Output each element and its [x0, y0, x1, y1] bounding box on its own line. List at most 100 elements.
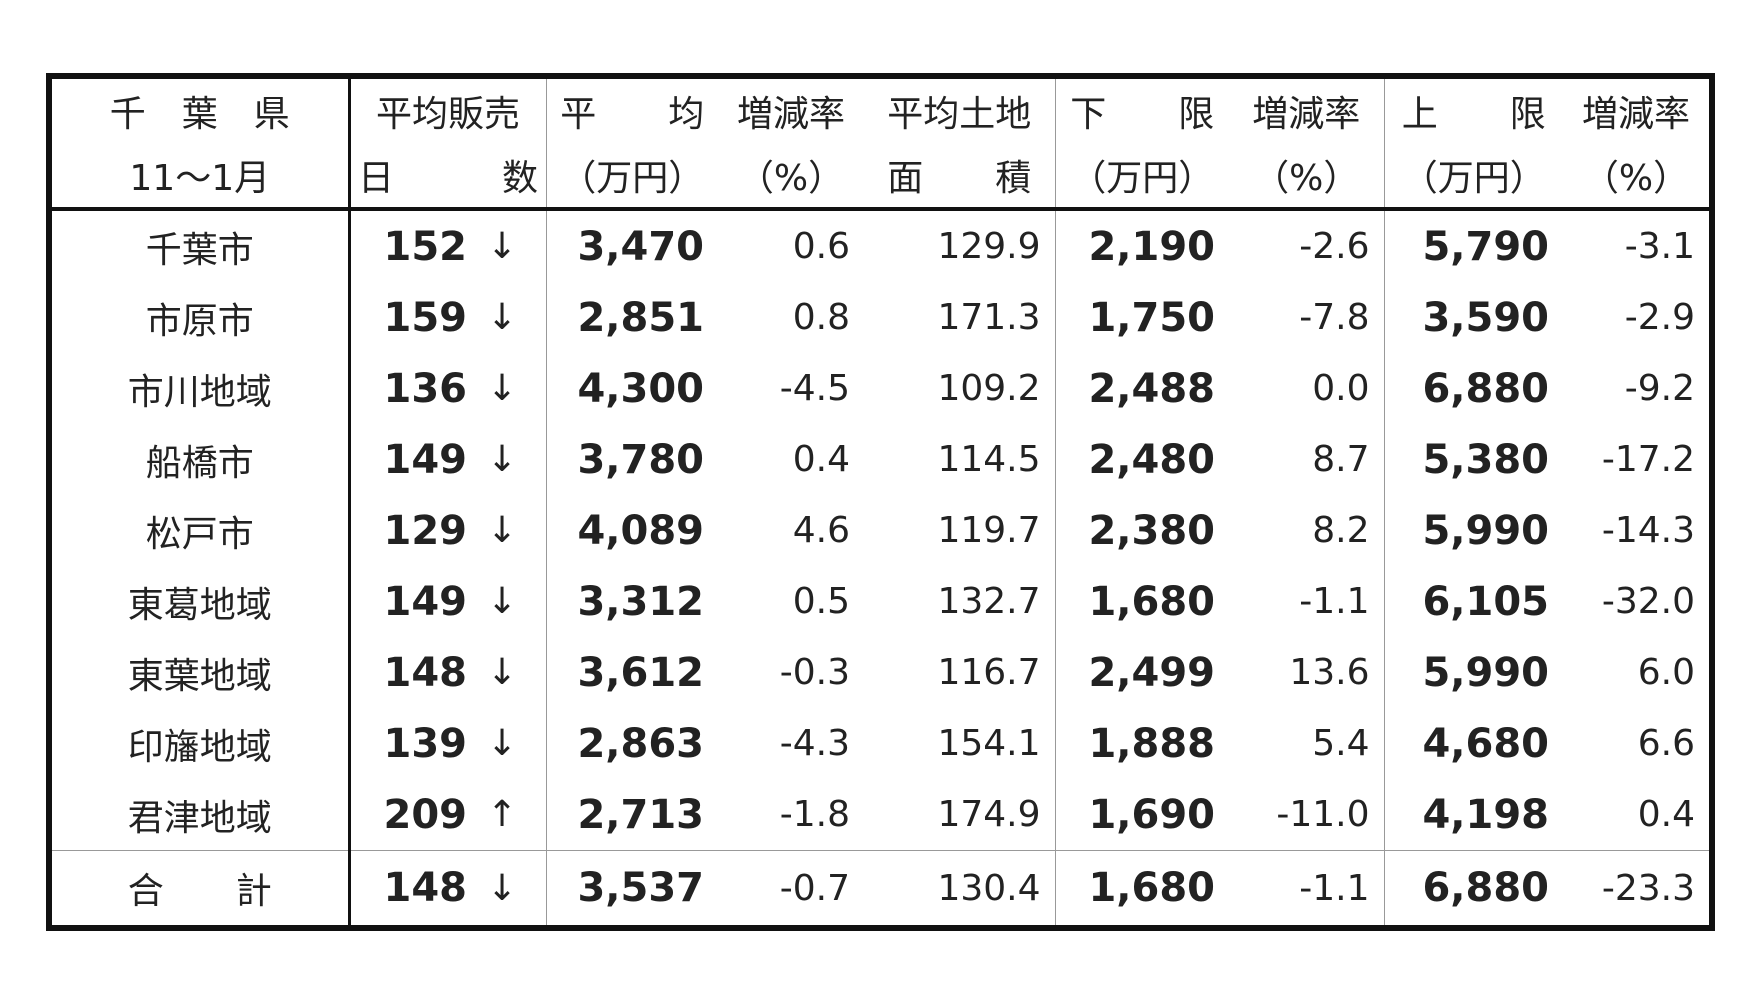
- value-cell: -1.1: [1229, 850, 1384, 928]
- trend-arrow: ↑: [487, 794, 518, 835]
- value-cell: 6,880: [1383, 850, 1563, 928]
- header-cell: 平均販売: [347, 76, 546, 143]
- table-wrap: 千 葉 県平均販売平 均増減率 平均土地下 限増減率上 限増減率 11～1月日 数（…: [46, 73, 1715, 931]
- region-cell: 千葉市: [145, 229, 254, 271]
- data-row: 船橋市 149 ↓ 3,780 0.4 114.5 2,480 8.7 5,380 -17.2: [49, 424, 1712, 495]
- value-cell: 0.4: [1637, 794, 1695, 835]
- data-row: 東葛地域 149 ↓ 3,312 0.5 132.7 1,680 -1.1 6,105 -32.0: [49, 566, 1712, 637]
- value-cell: -23.3: [1563, 850, 1712, 928]
- header-cell: （%）: [718, 143, 864, 211]
- value-cell: -1.1: [1299, 581, 1370, 622]
- value-cell: 116.7: [937, 652, 1041, 693]
- value-cell: 3,612: [545, 637, 718, 708]
- value-cell: 0.8: [792, 297, 850, 338]
- value-cell: 3,780: [545, 424, 718, 495]
- trend-arrow: ↓: [481, 850, 546, 928]
- value-cell: 152: [347, 209, 481, 282]
- region-cell: 印旛地域: [127, 726, 272, 768]
- value-cell: 114.5: [937, 439, 1041, 480]
- value-cell: -4.5: [779, 368, 850, 409]
- value-cell: 0.6: [792, 226, 850, 267]
- region-cell: 船橋市: [145, 442, 254, 484]
- value-cell: 149: [347, 424, 481, 495]
- region-cell: 合 計: [49, 850, 349, 928]
- value-cell: 3,470: [545, 209, 718, 282]
- value-cell: -17.2: [1601, 439, 1695, 480]
- value-cell: 129.9: [937, 226, 1041, 267]
- value-cell: -11.0: [1276, 794, 1370, 835]
- value-cell: 0.4: [792, 439, 850, 480]
- value-cell: 2,190: [1054, 209, 1229, 282]
- header-cell: （万円）: [1054, 143, 1229, 211]
- header-cell: 平 均: [545, 76, 718, 143]
- value-cell: -1.8: [779, 794, 850, 835]
- header-row: 11～1月日 数（万円） （%）面 積（万円） （%） （万円） （%）: [49, 143, 1712, 211]
- trend-arrow: ↓: [487, 439, 518, 480]
- value-cell: 4,300: [545, 353, 718, 424]
- region-cell: 松戸市: [145, 513, 254, 555]
- value-cell: 6.0: [1637, 652, 1695, 693]
- header-cell: 増減率: [1581, 94, 1690, 135]
- region-cell: 市原市: [145, 300, 254, 342]
- value-cell: 5,990: [1383, 495, 1563, 566]
- value-cell: 2,713: [545, 779, 718, 851]
- data-row: 印旛地域 139 ↓ 2,863 -4.3 154.1 1,888 5.4 4,680 6.6: [49, 708, 1712, 779]
- data-row: 市川地域 136 ↓ 4,300 -4.5 109.2 2,488 0.0 6,880 -9.2: [49, 353, 1712, 424]
- value-cell: 5,380: [1383, 424, 1563, 495]
- value-cell: -14.3: [1601, 510, 1695, 551]
- value-cell: -32.0: [1601, 581, 1695, 622]
- value-cell: -0.3: [779, 652, 850, 693]
- value-cell: -3.1: [1624, 226, 1695, 267]
- value-cell: -2.9: [1624, 297, 1695, 338]
- data-row: 千葉市 152 ↓ 3,470 0.6 129.9 2,190 -2.6 5,790 -3.1: [49, 209, 1712, 282]
- value-cell: 109.2: [937, 368, 1041, 409]
- value-cell: 8.7: [1312, 439, 1370, 480]
- value-cell: 6,880: [1383, 353, 1563, 424]
- value-cell: 148: [347, 850, 481, 928]
- value-cell: 154.1: [937, 723, 1041, 764]
- data-row: 君津地域 209 ↑ 2,713 -1.8 174.9 1,690 -11.0 4,198 0.4: [49, 779, 1712, 851]
- header-cell: （%）: [1563, 143, 1712, 211]
- trend-arrow: ↓: [487, 723, 518, 764]
- header-cell: 11～1月: [49, 143, 349, 211]
- value-cell: 3,312: [545, 566, 718, 637]
- value-cell: 148: [347, 637, 481, 708]
- header-cell: （%）: [1229, 143, 1384, 211]
- value-cell: 1,690: [1054, 779, 1229, 851]
- region-cell: 市川地域: [127, 371, 272, 413]
- region-cell: 東葛地域: [127, 584, 272, 626]
- header-cell: 上 限: [1383, 76, 1563, 143]
- value-cell: 4.6: [792, 510, 850, 551]
- value-cell: -7.8: [1299, 297, 1370, 338]
- data-row: 東葉地域 148 ↓ 3,612 -0.3 116.7 2,499 13.6 5,990 6.0: [49, 637, 1712, 708]
- value-cell: 2,488: [1054, 353, 1229, 424]
- value-cell: 2,851: [545, 282, 718, 353]
- table-header: 千 葉 県平均販売平 均増減率 平均土地下 限増減率上 限増減率 11～1月日 数（…: [49, 76, 1712, 211]
- value-cell: 4,089: [545, 495, 718, 566]
- value-cell: 209: [347, 779, 481, 851]
- trend-arrow: ↓: [487, 510, 518, 551]
- region-cell: 君津地域: [127, 797, 272, 839]
- value-cell: 1,680: [1054, 850, 1229, 928]
- value-cell: 2,499: [1054, 637, 1229, 708]
- header-row: 千 葉 県平均販売平 均増減率 平均土地下 限増減率上 限増減率: [49, 76, 1712, 143]
- value-cell: 3,590: [1383, 282, 1563, 353]
- trend-arrow: ↓: [487, 581, 518, 622]
- value-cell: 5,790: [1383, 209, 1563, 282]
- header-cell: 平均土地: [887, 94, 1032, 135]
- value-cell: 2,480: [1054, 424, 1229, 495]
- value-cell: 129: [347, 495, 481, 566]
- header-cell: 面 積: [864, 143, 1055, 211]
- value-cell: 0.5: [792, 581, 850, 622]
- value-cell: 149: [347, 566, 481, 637]
- header-cell: 千 葉 県: [109, 94, 290, 135]
- value-cell: 119.7: [937, 510, 1041, 551]
- total-row: 合 計 148 ↓ 3,537 -0.7 130.4 1,680 -1.1 6,880 -23.3: [49, 850, 1712, 928]
- value-cell: 0.0: [1312, 368, 1370, 409]
- value-cell: 159: [347, 282, 481, 353]
- value-cell: -0.7: [718, 850, 864, 928]
- header-cell: （万円）: [1383, 143, 1563, 211]
- value-cell: 1,750: [1054, 282, 1229, 353]
- value-cell: 2,380: [1054, 495, 1229, 566]
